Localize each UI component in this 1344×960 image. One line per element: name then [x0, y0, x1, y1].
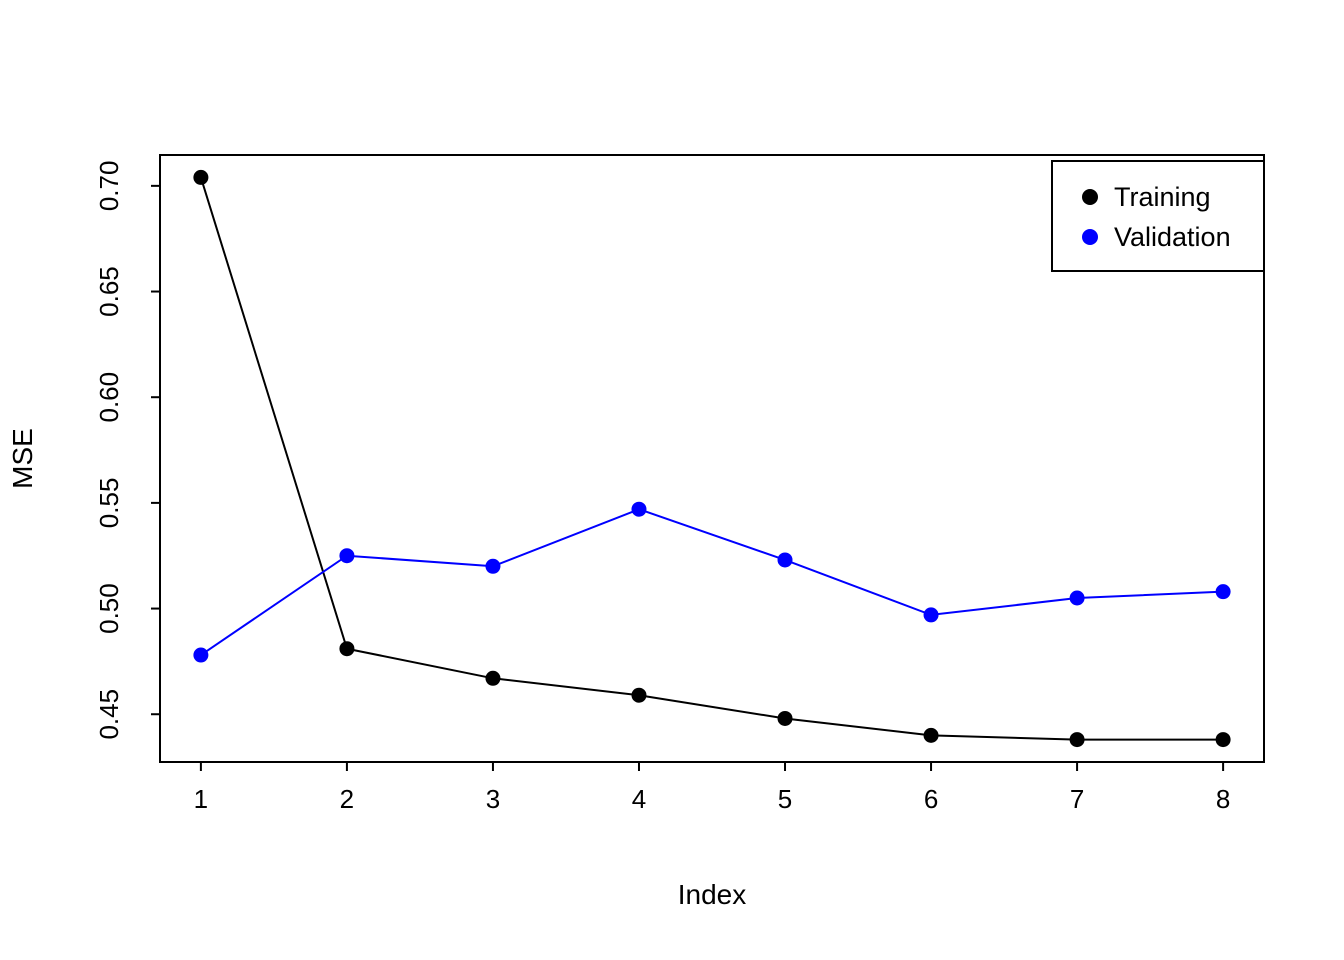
series-validation-point [193, 647, 209, 663]
series-validation-line [200, 508, 1224, 656]
x-tick-label: 1 [194, 784, 208, 814]
y-tick-label: 0.55 [94, 478, 124, 529]
series-training-point [777, 710, 793, 726]
series-validation-point [923, 607, 939, 623]
legend-marker-training [1082, 189, 1098, 205]
series-training-point [1215, 732, 1231, 748]
y-tick-label: 0.65 [94, 266, 124, 317]
legend-marker-validation [1082, 229, 1098, 245]
legend-box [1051, 160, 1265, 272]
plot-box [159, 154, 1265, 763]
x-tick-label: 6 [924, 784, 938, 814]
y-tick-label: 0.70 [94, 161, 124, 212]
x-tick-label: 2 [340, 784, 354, 814]
x-tick-label: 7 [1070, 784, 1084, 814]
series-training-point [193, 169, 209, 185]
series-training-point [631, 687, 647, 703]
series-training [193, 169, 1231, 748]
y-axis [151, 184, 160, 716]
y-tick-label: 0.50 [94, 583, 124, 634]
legend-label-training: Training [1114, 182, 1211, 212]
x-tick-label: 4 [632, 784, 646, 814]
series-validation-point [1215, 584, 1231, 600]
x-axis-title: Index [678, 879, 747, 910]
y-tick-label: 0.45 [94, 689, 124, 740]
series-validation-point [1069, 590, 1085, 606]
y-axis-title: MSE [7, 428, 38, 489]
series-training-line [199, 177, 1224, 741]
x-tick-label: 5 [778, 784, 792, 814]
series-validation-point [631, 501, 647, 517]
x-tick-label: 3 [486, 784, 500, 814]
series-validation-point [777, 552, 793, 568]
series-training-point [485, 670, 501, 686]
x-axis [199, 762, 1225, 771]
y-tick-label: 0.60 [94, 372, 124, 423]
series-training-point [339, 641, 355, 657]
series-validation-point [485, 558, 501, 574]
series-validation-point [339, 548, 355, 564]
series-validation [193, 501, 1231, 663]
x-tick-label: 8 [1216, 784, 1230, 814]
series-training-point [923, 727, 939, 743]
legend-label-validation: Validation [1114, 222, 1231, 252]
legend [1051, 160, 1265, 272]
series-training-point [1069, 732, 1085, 748]
